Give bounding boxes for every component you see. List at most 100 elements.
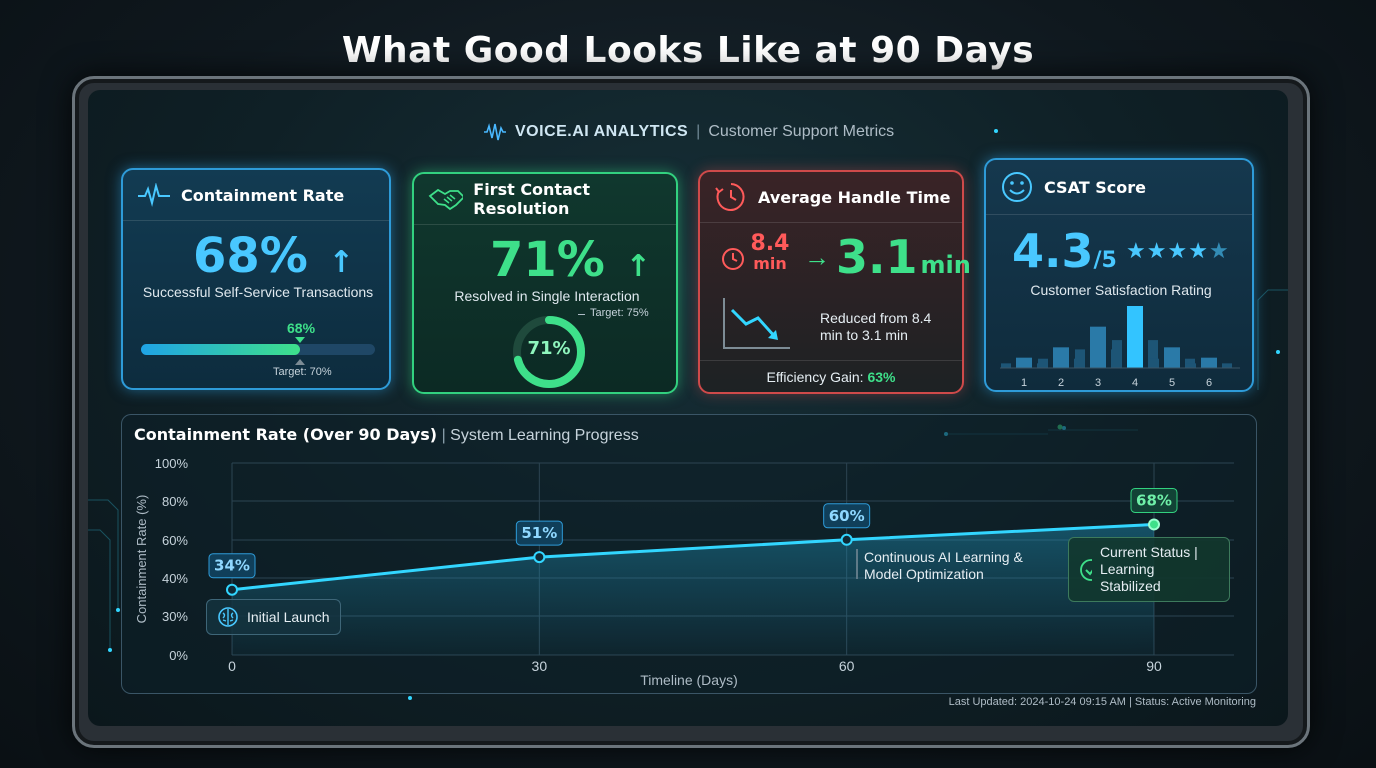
aht-from-value: 8.4 min bbox=[750, 231, 790, 274]
y-tick-label: 100% bbox=[155, 456, 189, 471]
histogram-minor-bar bbox=[1075, 349, 1085, 368]
containment-rate-card[interactable]: Containment Rate 68% ↑ Successful Self-S… bbox=[121, 168, 391, 390]
target-marker-icon bbox=[295, 337, 306, 365]
histogram-tick-label: 5 bbox=[1169, 377, 1175, 389]
annotation-current-status-text: Current Status | Learning Stabilized bbox=[1099, 544, 1198, 594]
containment-trend-panel: Containment Rate (Over 90 Days) | System… bbox=[121, 414, 1257, 694]
data-label: 34% bbox=[214, 557, 250, 575]
brain-icon bbox=[218, 607, 238, 627]
containment-progress-bar bbox=[141, 337, 375, 365]
aht-to-unit: min bbox=[920, 251, 971, 279]
annotation-learning: Continuous AI Learning & Model Optimizat… bbox=[864, 549, 1023, 582]
check-circle-icon bbox=[1080, 558, 1092, 581]
footer-status: Last Updated: 2024-10-24 09:15 AM | Stat… bbox=[948, 696, 1256, 708]
data-label-box bbox=[823, 503, 871, 529]
x-axis-label: Timeline (Days) bbox=[640, 672, 738, 688]
histogram-tick-label: 6 bbox=[1206, 377, 1212, 389]
area-fill bbox=[232, 524, 1154, 655]
histogram-bar bbox=[1201, 357, 1217, 368]
csat-card-title: CSAT Score bbox=[1044, 177, 1146, 197]
data-label-box bbox=[1130, 487, 1178, 513]
csat-stars: ★★★★★ bbox=[1126, 238, 1230, 264]
brand-name: VOICE.AI ANALYTICS bbox=[515, 123, 689, 140]
y-tick-label: 40% bbox=[162, 571, 188, 586]
star-icon: ★ bbox=[1146, 238, 1168, 263]
x-tick-label: 30 bbox=[532, 658, 548, 674]
annotation-current-status: Current Status | Learning Stabilized bbox=[1068, 537, 1230, 602]
data-label: 51% bbox=[521, 524, 557, 542]
y-tick-label: 60% bbox=[162, 533, 188, 548]
brand-separator: | bbox=[696, 123, 701, 140]
fcr-card-header: First Contact Resolution bbox=[414, 174, 676, 225]
fcr-value-text: 71% bbox=[490, 232, 605, 288]
star-icon: ★ bbox=[1188, 238, 1209, 263]
containment-progress-label: 68% bbox=[287, 320, 316, 336]
first-contact-resolution-card[interactable]: First Contact Resolution 71% ↑ Resolved … bbox=[412, 172, 678, 394]
annotation-initial-launch-text: Initial Launch bbox=[247, 608, 330, 625]
timer-icon bbox=[715, 183, 745, 211]
csat-value: 4.3/5 bbox=[1012, 224, 1117, 278]
aht-from-unit: min bbox=[753, 254, 787, 273]
fcr-value: 71% ↑ bbox=[490, 232, 651, 288]
histogram-minor-bar bbox=[1038, 358, 1048, 368]
containment-value-text: 68% bbox=[193, 228, 308, 284]
annotation-initial-launch: Initial Launch bbox=[206, 599, 341, 635]
brand-subtitle: Customer Support Metrics bbox=[708, 123, 895, 140]
data-point[interactable] bbox=[226, 583, 238, 596]
aht-to-number: 3.1 bbox=[836, 230, 918, 284]
containment-progress-fill bbox=[141, 344, 301, 355]
containment-target-label: Target: 70% bbox=[273, 366, 332, 378]
histogram-tick-label: 3 bbox=[1095, 377, 1101, 389]
star-icon: ★ bbox=[1208, 238, 1230, 263]
chart-title: Containment Rate (Over 90 Days) | System… bbox=[134, 425, 639, 444]
histogram-bar bbox=[1053, 347, 1069, 368]
containment-card-title: Containment Rate bbox=[181, 185, 345, 205]
chart-title-main: Containment Rate (Over 90 Days) bbox=[134, 425, 438, 444]
aht-gain-value: 63% bbox=[867, 369, 896, 385]
y-tick-label: 0% bbox=[169, 648, 188, 663]
fcr-card-title: First Contact Resolution bbox=[473, 180, 591, 218]
histogram-tick-label: 4 bbox=[1132, 377, 1138, 389]
data-label: 68% bbox=[1136, 491, 1172, 509]
handshake-icon bbox=[428, 188, 464, 211]
x-tick-label: 60 bbox=[839, 658, 855, 674]
brand-header: VOICE.AI ANALYTICS | Customer Support Me… bbox=[483, 123, 894, 141]
histogram-bar bbox=[1127, 306, 1143, 368]
aht-caption: Reduced from 8.4 min to 3.1 min bbox=[820, 310, 932, 343]
fcr-caption: Resolved in Single Interaction bbox=[454, 288, 640, 304]
histogram-bar bbox=[1090, 326, 1106, 368]
data-label-box bbox=[208, 553, 256, 579]
data-label: 60% bbox=[829, 507, 865, 525]
annotation-divider bbox=[856, 549, 858, 579]
histogram-minor-bar bbox=[1112, 340, 1122, 368]
data-point[interactable] bbox=[533, 551, 546, 564]
aht-card-title: Average Handle Time bbox=[758, 187, 951, 207]
y-axis-label: Containment Rate (%) bbox=[134, 495, 149, 624]
aht-gain-label: Efficiency Gain: bbox=[766, 369, 864, 385]
average-handle-time-card[interactable]: Average Handle Time 8.4 min → 3.1 min Red… bbox=[698, 170, 971, 394]
data-point[interactable] bbox=[1148, 518, 1160, 531]
csat-score-card[interactable]: CSAT Score 4.3/5 ★★★★★ Customer Satisfac… bbox=[984, 158, 1254, 392]
y-tick-label: 30% bbox=[162, 609, 188, 624]
aht-from-number: 8.4 bbox=[750, 231, 790, 256]
histogram-minor-bar bbox=[1001, 363, 1011, 368]
csat-caption: Customer Satisfaction Rating bbox=[1030, 282, 1212, 298]
fcr-target-tick bbox=[578, 314, 585, 315]
fcr-target-label: Target: 75% bbox=[590, 307, 649, 319]
histogram-tick-label: 2 bbox=[1058, 377, 1064, 389]
data-point[interactable] bbox=[840, 533, 853, 546]
y-tick-label: 80% bbox=[162, 494, 188, 509]
aht-efficiency-gain: Efficiency Gain: 63% bbox=[700, 369, 962, 385]
histogram-minor-bar bbox=[1149, 358, 1159, 368]
smiley-icon bbox=[1002, 172, 1032, 202]
csat-out-of: /5 bbox=[1093, 248, 1117, 273]
fcr-ring-label: 71% bbox=[527, 338, 571, 359]
pulse-icon bbox=[138, 183, 170, 207]
page-title: What Good Looks Like at 90 Days bbox=[341, 30, 1035, 71]
up-arrow-icon: ↑ bbox=[625, 249, 651, 284]
histogram-bar bbox=[1016, 357, 1032, 368]
x-tick-label: 90 bbox=[1146, 658, 1162, 674]
histogram-minor-bar bbox=[1148, 340, 1158, 368]
csat-histogram: 1 2 3 4 5 6 bbox=[1000, 306, 1240, 389]
containment-value: 68% ↑ bbox=[193, 228, 354, 284]
